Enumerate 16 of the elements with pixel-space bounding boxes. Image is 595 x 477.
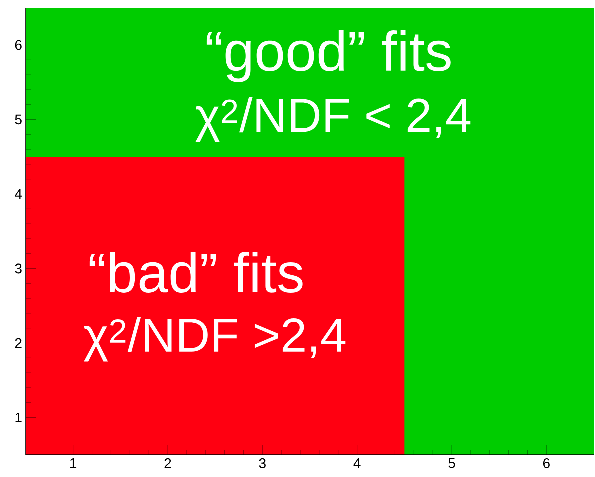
x-tick-label: 4 [354, 458, 361, 468]
y-tick-label: 3 [15, 264, 22, 274]
annotation: “bad” fits [90, 252, 303, 293]
x-tick-label: 5 [448, 458, 456, 468]
y-tick-label: 2 [15, 338, 22, 348]
y-tick-label: 1 [16, 412, 22, 423]
annotation: χ$^{2}$/NDF >2,4 [84, 317, 346, 362]
annotation: “good” fits [206, 30, 451, 82]
annotation: χ$^{2}$/NDF < 2,4 [196, 97, 471, 142]
x-tick-label: 1 [70, 458, 77, 468]
y-tick-label: 4 [15, 189, 22, 200]
x-tick-label: 6 [543, 458, 550, 468]
x-tick-label: 3 [259, 458, 266, 468]
y-tick-label: 6 [15, 40, 22, 50]
y-tick-label: 5 [15, 114, 22, 125]
x-tick-label: 2 [164, 458, 172, 468]
